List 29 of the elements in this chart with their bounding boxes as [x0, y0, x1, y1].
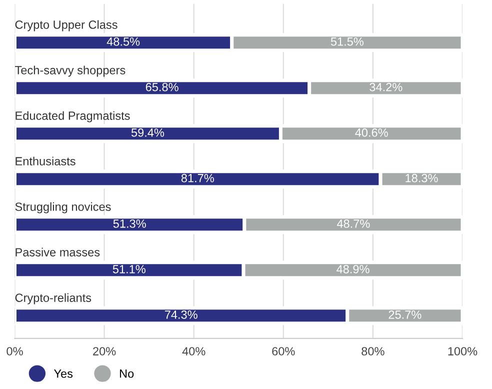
y-tick-label: Struggling novices — [15, 202, 111, 214]
x-tick-label: 0% — [6, 347, 23, 356]
data-label: 48.9% — [336, 264, 370, 274]
data-label: 65.8% — [146, 82, 178, 92]
data-label: 18.3% — [406, 174, 438, 182]
data-label: 51.1% — [112, 265, 146, 274]
data-label: 25.7% — [388, 310, 422, 319]
legend-label: Yes — [54, 370, 73, 378]
data-label: 40.6% — [355, 128, 388, 137]
y-tick-label: Enthusiasts — [16, 156, 76, 166]
data-label: 34.2% — [370, 82, 402, 92]
y-tick-label: Passive masses — [16, 248, 100, 256]
y-tick-label: Crypto-reliants — [15, 293, 92, 304]
x-tick-label: 100% — [448, 347, 478, 356]
x-tick-label: 60% — [272, 347, 295, 356]
x-tick-label: 40% — [182, 347, 206, 356]
x-tick-label: 20% — [93, 347, 116, 356]
data-label: 48.5% — [106, 37, 140, 46]
data-label: 48.7% — [336, 219, 370, 228]
y-tick-label: Tech-savvy shoppers — [15, 66, 126, 77]
data-label: 51.3% — [113, 219, 146, 228]
x-tick-label: 80% — [362, 347, 384, 356]
legend-label: No — [120, 370, 134, 378]
data-label: 59.4% — [131, 128, 164, 137]
data-label: 74.3% — [164, 310, 198, 319]
y-tick-label: Educated Pragmatists — [16, 111, 130, 122]
data-label: 51.5% — [330, 37, 364, 46]
data-label: 81.7% — [181, 174, 214, 182]
y-tick-label: Crypto Upper Class — [15, 20, 118, 32]
